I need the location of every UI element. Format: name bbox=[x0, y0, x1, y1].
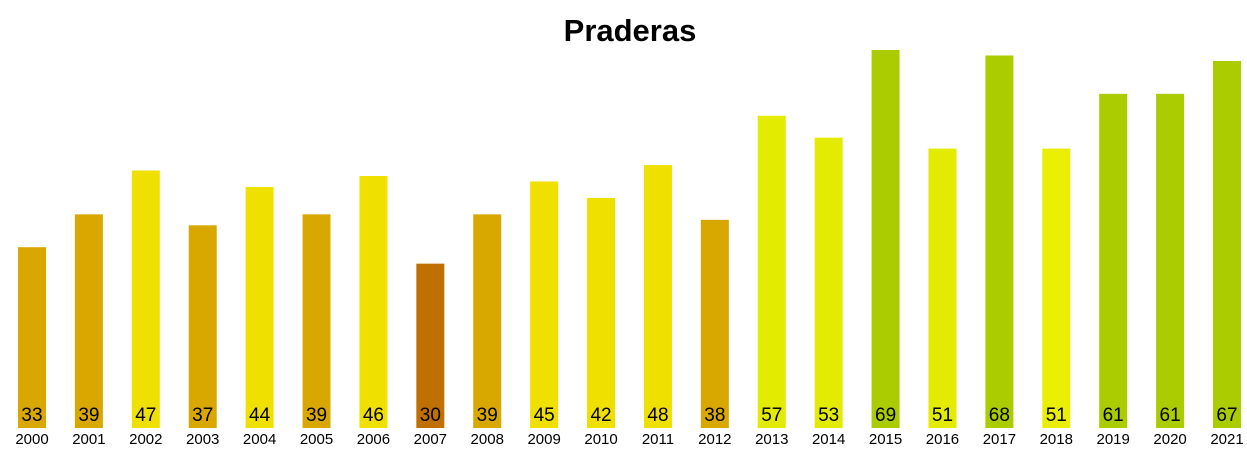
bar bbox=[928, 148, 957, 428]
bar bbox=[18, 247, 46, 428]
x-tick-label: 2014 bbox=[812, 431, 845, 448]
value-label: 69 bbox=[875, 405, 896, 426]
value-label: 48 bbox=[647, 405, 668, 426]
value-label: 53 bbox=[818, 405, 839, 426]
bar bbox=[643, 165, 672, 429]
value-label: 44 bbox=[249, 405, 271, 426]
value-label: 37 bbox=[192, 405, 213, 426]
bar bbox=[131, 170, 160, 429]
value-label: 67 bbox=[1216, 405, 1237, 426]
x-tick-label: 2003 bbox=[186, 431, 219, 448]
bar bbox=[74, 214, 103, 428]
value-label: 51 bbox=[932, 405, 953, 426]
bar bbox=[245, 186, 274, 428]
x-tick-label: 2000 bbox=[15, 431, 48, 448]
x-tick-label: 2005 bbox=[300, 431, 333, 448]
value-label: 61 bbox=[1103, 405, 1124, 426]
x-tick-label: 2013 bbox=[755, 431, 788, 448]
value-label: 68 bbox=[989, 405, 1010, 426]
bar bbox=[359, 176, 388, 428]
bar bbox=[302, 214, 331, 428]
value-label: 30 bbox=[420, 405, 441, 426]
value-label: 42 bbox=[590, 405, 611, 426]
bar bbox=[587, 197, 616, 428]
x-tick-label: 2007 bbox=[414, 431, 447, 448]
value-label: 33 bbox=[21, 405, 42, 426]
x-tick-label: 2011 bbox=[642, 431, 674, 448]
bar bbox=[1042, 148, 1071, 428]
x-tick-label: 2004 bbox=[243, 431, 276, 448]
x-tick-label: 2017 bbox=[983, 431, 1016, 448]
x-tick-label: 2001 bbox=[72, 431, 105, 448]
x-tick-label: 2009 bbox=[527, 431, 560, 448]
value-label: 38 bbox=[704, 405, 725, 426]
value-label: 57 bbox=[761, 405, 782, 426]
x-tick-label: 2002 bbox=[129, 431, 162, 448]
bar bbox=[188, 225, 217, 428]
bar bbox=[1099, 93, 1128, 429]
value-label: 39 bbox=[78, 405, 99, 426]
x-tick-label: 2012 bbox=[698, 431, 731, 448]
x-tick-label: 2006 bbox=[357, 431, 390, 448]
value-label: 39 bbox=[477, 405, 498, 426]
value-label: 45 bbox=[534, 405, 555, 426]
x-tick-label: 2016 bbox=[926, 431, 959, 448]
x-tick-label: 2020 bbox=[1153, 431, 1186, 448]
x-tick-label: 2008 bbox=[471, 431, 504, 448]
x-tick-label: 2015 bbox=[869, 431, 902, 448]
chart-title: Praderas bbox=[564, 13, 697, 48]
x-tick-label: 2018 bbox=[1040, 431, 1073, 448]
bar bbox=[700, 219, 729, 428]
bar bbox=[814, 137, 843, 429]
bar bbox=[757, 115, 786, 428]
bar bbox=[530, 181, 559, 428]
value-label: 46 bbox=[363, 405, 384, 426]
value-label: 61 bbox=[1160, 405, 1181, 426]
x-tick-label: 2021 bbox=[1210, 431, 1243, 448]
bar bbox=[416, 263, 445, 428]
bar bbox=[985, 55, 1014, 428]
value-label: 39 bbox=[306, 405, 327, 426]
x-tick-label: 2019 bbox=[1097, 431, 1130, 448]
value-label: 51 bbox=[1046, 405, 1067, 426]
bar bbox=[871, 50, 900, 428]
x-tick-label: 2010 bbox=[584, 431, 617, 448]
bar bbox=[1156, 93, 1185, 429]
bar bbox=[1213, 60, 1241, 429]
bar bbox=[473, 214, 502, 428]
value-label: 47 bbox=[135, 405, 156, 426]
